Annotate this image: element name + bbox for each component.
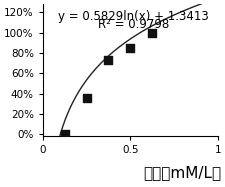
Point: [150, 31, 153, 34]
Point: [84, 96, 88, 99]
Point: [106, 59, 110, 62]
Text: R² = 0.9798: R² = 0.9798: [98, 18, 169, 31]
Text: y = 0.5829ln(x) + 1.3413: y = 0.5829ln(x) + 1.3413: [58, 10, 208, 23]
Point: [63, 133, 66, 136]
Text: 浓度（mM/L）: 浓度（mM/L）: [143, 165, 221, 180]
Point: [128, 46, 132, 49]
